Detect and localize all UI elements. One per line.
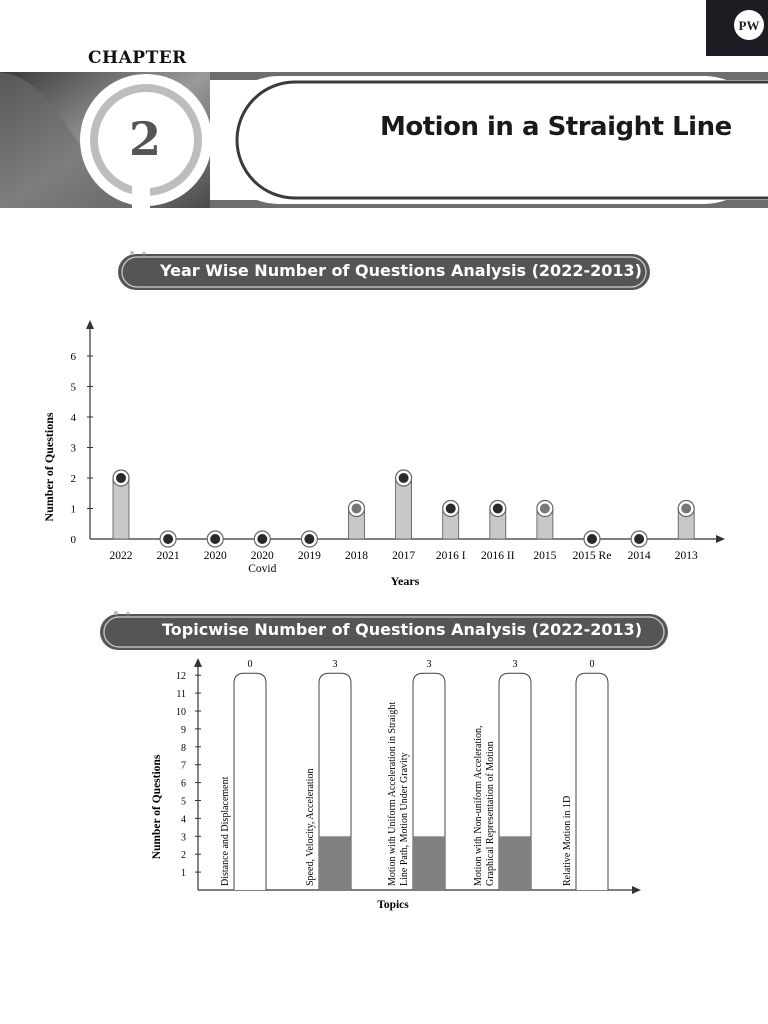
x-tick-label: 2015 Re [573,550,612,562]
x-axis-title: Topics [377,899,409,911]
x-tick-label: 2018 [345,550,368,562]
topic-chart-banner [100,611,668,650]
year-chart-title: Year Wise Number of Questions Analysis (… [160,261,642,280]
pw-logo-mark: PW [734,10,764,40]
pw-logo-text: PW [739,18,760,33]
bar [319,836,351,890]
x-category-label: Speed, Velocity, Acceleration [305,769,316,886]
y-tick-label: 4 [181,814,186,825]
y-tick-label: 5 [71,382,77,394]
y-tick-label: 3 [71,443,77,455]
data-point [681,503,692,514]
y-tick-label: 2 [181,850,186,861]
y-tick-label: 2 [71,473,77,485]
data-point [587,534,597,544]
x-tick-label: 2016 I [436,550,466,562]
topic-chart-title: Topicwise Number of Questions Analysis (… [162,620,643,639]
chapter-label: CHAPTER [88,48,187,68]
y-tick-label: 10 [176,707,186,718]
y-axis-title: Number of Questions [151,754,163,859]
y-axis-arrow [86,320,94,329]
bar-value-label: 3 [427,659,432,670]
y-tick-label: 1 [71,504,77,516]
bar-outline [412,672,446,890]
x-axis-arrow [632,886,641,894]
x-tick-label: 2021 [157,550,180,562]
y-tick-label: 12 [176,671,186,682]
data-point [492,503,503,514]
x-tick-label: 2013 [675,550,698,562]
y-tick-label: 11 [176,689,186,700]
bar-outline [233,672,267,890]
x-tick-label: Covid [248,563,276,575]
y-tick-label: 5 [181,797,186,808]
bar-value-label: 3 [513,659,518,670]
data-point [539,503,550,514]
data-point [116,473,126,483]
y-tick-label: 1 [181,868,186,879]
chapter-title: Motion in a Straight Line [380,112,732,142]
bar-outline [318,672,352,890]
data-point [398,473,409,483]
y-tick-label: 6 [71,351,77,363]
y-tick-label: 8 [181,743,186,754]
x-tick-label: 2020 [204,550,227,562]
data-point [351,503,362,514]
x-axis-arrow [716,535,725,543]
x-category-label: Graphical Representation of Motion [485,741,496,886]
chapter-header-graphic [0,72,768,208]
chapter-number: 2 [128,112,161,166]
y-axis-arrow [194,658,202,667]
bar-value-label: 3 [333,659,338,670]
y-axis-title: Number of Questions [42,412,56,521]
y-tick-label: 4 [71,412,77,424]
x-category-label: Distance and Displacement [220,776,231,886]
y-tick-label: 9 [181,725,186,736]
bar-value-label: 0 [248,659,253,670]
x-tick-label: 2014 [628,550,651,562]
bar-value-label: 0 [590,659,595,670]
data-point [163,534,174,544]
bar-outline [575,672,609,890]
y-tick-label: 7 [181,761,186,772]
bar [499,836,531,890]
x-category-label: Relative Motion in 1D [562,796,573,886]
year-chart-banner [118,251,650,290]
pw-logo: PW [706,0,768,56]
x-category-label: Motion with Non-uniform Acceleration, [473,725,484,886]
x-category-label: Line Path, Motion Under Gravity [399,752,410,886]
x-tick-label: 2020 [251,550,274,562]
x-tick-label: 2017 [392,550,415,562]
x-tick-label: 2019 [298,550,321,562]
data-point [257,534,268,544]
y-tick-label: 0 [71,534,77,546]
data-point [445,503,456,514]
data-point [304,534,315,544]
x-tick-label: 2022 [110,550,133,562]
x-category-label: Motion with Uniform Acceleration in Stra… [387,702,398,886]
bar [413,836,445,890]
x-tick-label: 2016 II [481,550,515,562]
y-tick-label: 6 [181,779,186,790]
data-point [210,534,221,544]
y-tick-label: 3 [181,832,186,843]
x-axis-title: Years [391,574,420,588]
bar-outline [498,672,532,890]
x-tick-label: 2015 [533,550,556,562]
data-point [634,534,645,544]
